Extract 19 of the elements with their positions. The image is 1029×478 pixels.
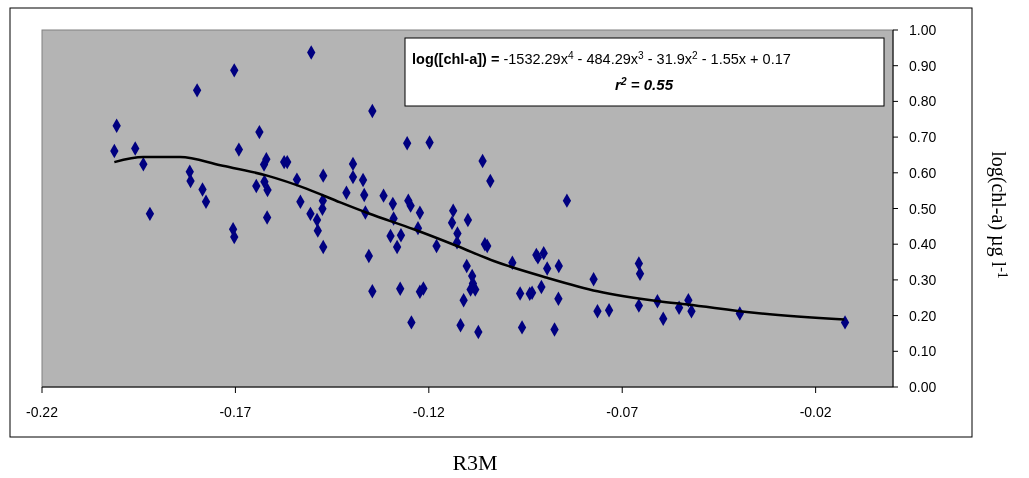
x-tick-label: -0.12 <box>412 404 445 420</box>
y-tick-label: 0.20 <box>909 307 937 324</box>
x-tick-label: -0.22 <box>26 404 59 420</box>
y-tick-label: 0.40 <box>909 236 937 253</box>
x-tick-label: -0.17 <box>219 404 252 420</box>
y-tick-label: 0.10 <box>909 343 937 360</box>
y-tick-label: 0.50 <box>909 200 937 217</box>
annotation: r$^{2}$ = 0.55 <box>615 75 674 93</box>
x-axis-title: R3M <box>452 450 498 475</box>
x-tick-label: -0.07 <box>606 404 639 420</box>
y-tick-label: 0.70 <box>909 129 937 146</box>
y-tick-label: 0.80 <box>909 93 937 110</box>
annotation: log([chl-a]) = -1532.29x$^{4}$ - 484.29x$^{3}$ - 31.9x$^{2}$ - 1.55x + 0.17 <box>412 50 791 67</box>
y-tick-label: 1.00 <box>909 22 937 38</box>
y-tick-label: 0.60 <box>909 164 937 181</box>
y-tick-label: 0.00 <box>909 379 937 395</box>
y-tick-label: 0.30 <box>909 271 937 288</box>
x-tick-label: -0.02 <box>799 404 832 420</box>
y-tick-label: 0.90 <box>909 57 937 74</box>
